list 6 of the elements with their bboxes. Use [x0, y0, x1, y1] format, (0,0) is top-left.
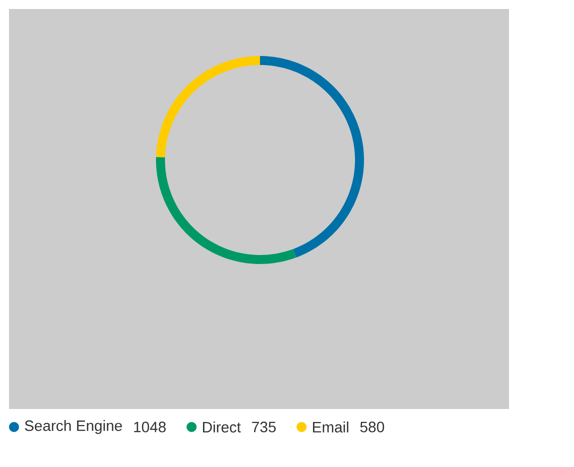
legend-label: Email — [312, 421, 348, 432]
data-label: 580 — [360, 422, 384, 432]
data-label: 1048 — [134, 422, 166, 432]
legend-label: Search Engine — [24, 420, 122, 434]
data-label: 735 — [252, 422, 276, 432]
legend-label: Direct — [202, 421, 241, 432]
